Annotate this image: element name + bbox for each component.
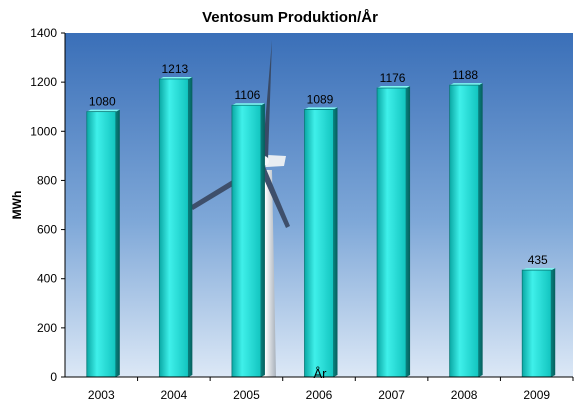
data-label: 1106 xyxy=(235,88,261,102)
bar-2008: 1188 xyxy=(449,68,483,378)
bar-side xyxy=(406,86,411,377)
y-tick-label: 400 xyxy=(37,272,57,286)
bar-top xyxy=(231,103,265,106)
bar-2003: 1080 xyxy=(86,95,120,378)
data-label: 1176 xyxy=(380,71,406,85)
y-tick-label: 200 xyxy=(37,321,57,335)
bar-side xyxy=(260,103,265,378)
bar-top xyxy=(86,109,120,112)
bar-2007: 1176 xyxy=(376,71,411,378)
bar-rect xyxy=(158,78,189,378)
y-tick-label: 600 xyxy=(37,223,57,237)
bar-top xyxy=(522,268,556,271)
bar-2005: 1106 xyxy=(231,88,265,378)
bar-top xyxy=(449,83,483,86)
x-tick-label: 2006 xyxy=(306,388,333,402)
bar-side xyxy=(478,83,483,377)
bar-rect xyxy=(521,269,552,378)
bar-side xyxy=(333,107,338,377)
y-tick-label: 0 xyxy=(50,370,57,384)
bar-rect xyxy=(304,109,334,378)
data-label: 435 xyxy=(528,253,548,267)
y-tick-label: 800 xyxy=(37,173,57,187)
bar-2006: 1089 xyxy=(304,92,338,378)
x-axis-ticks: 2003 2004 2005 2006 2007 2008 2009 xyxy=(88,377,574,402)
bar-rect xyxy=(231,104,262,378)
x-axis-label: År xyxy=(314,366,328,381)
x-tick-label: 2009 xyxy=(523,388,550,402)
bar-top xyxy=(159,76,193,79)
bar-top xyxy=(304,107,338,110)
bar-series: 1080 1213 1106 1089 1176 1188 435 xyxy=(86,62,556,378)
x-tick-label: 2007 xyxy=(378,388,405,402)
x-tick-label: 2004 xyxy=(161,388,188,402)
data-label: 1080 xyxy=(89,95,116,109)
bar-side xyxy=(551,268,556,377)
data-label: 1213 xyxy=(162,62,189,76)
bar-rect xyxy=(449,84,480,378)
chart-title: Ventosum Produktion/År xyxy=(202,9,378,26)
y-axis-ticks: 0 200 400 600 800 1000 1200 1400 xyxy=(30,26,65,384)
y-tick-label: 1200 xyxy=(30,75,57,89)
data-label: 1089 xyxy=(307,92,334,106)
data-label: 1188 xyxy=(452,68,478,82)
bar-2004: 1213 xyxy=(158,62,193,378)
bar-side xyxy=(188,76,193,377)
bar-2009: 435 xyxy=(521,253,556,378)
x-tick-label: 2003 xyxy=(88,388,115,402)
y-axis-label: MWh xyxy=(10,191,24,220)
bar-top xyxy=(377,86,411,89)
x-tick-label: 2005 xyxy=(233,388,260,402)
y-tick-label: 1000 xyxy=(30,124,57,138)
y-tick-label: 1400 xyxy=(30,26,57,40)
bar-rect xyxy=(86,111,117,378)
x-tick-label: 2008 xyxy=(451,388,478,402)
bar-side xyxy=(115,109,120,377)
bar-rect xyxy=(376,87,407,378)
